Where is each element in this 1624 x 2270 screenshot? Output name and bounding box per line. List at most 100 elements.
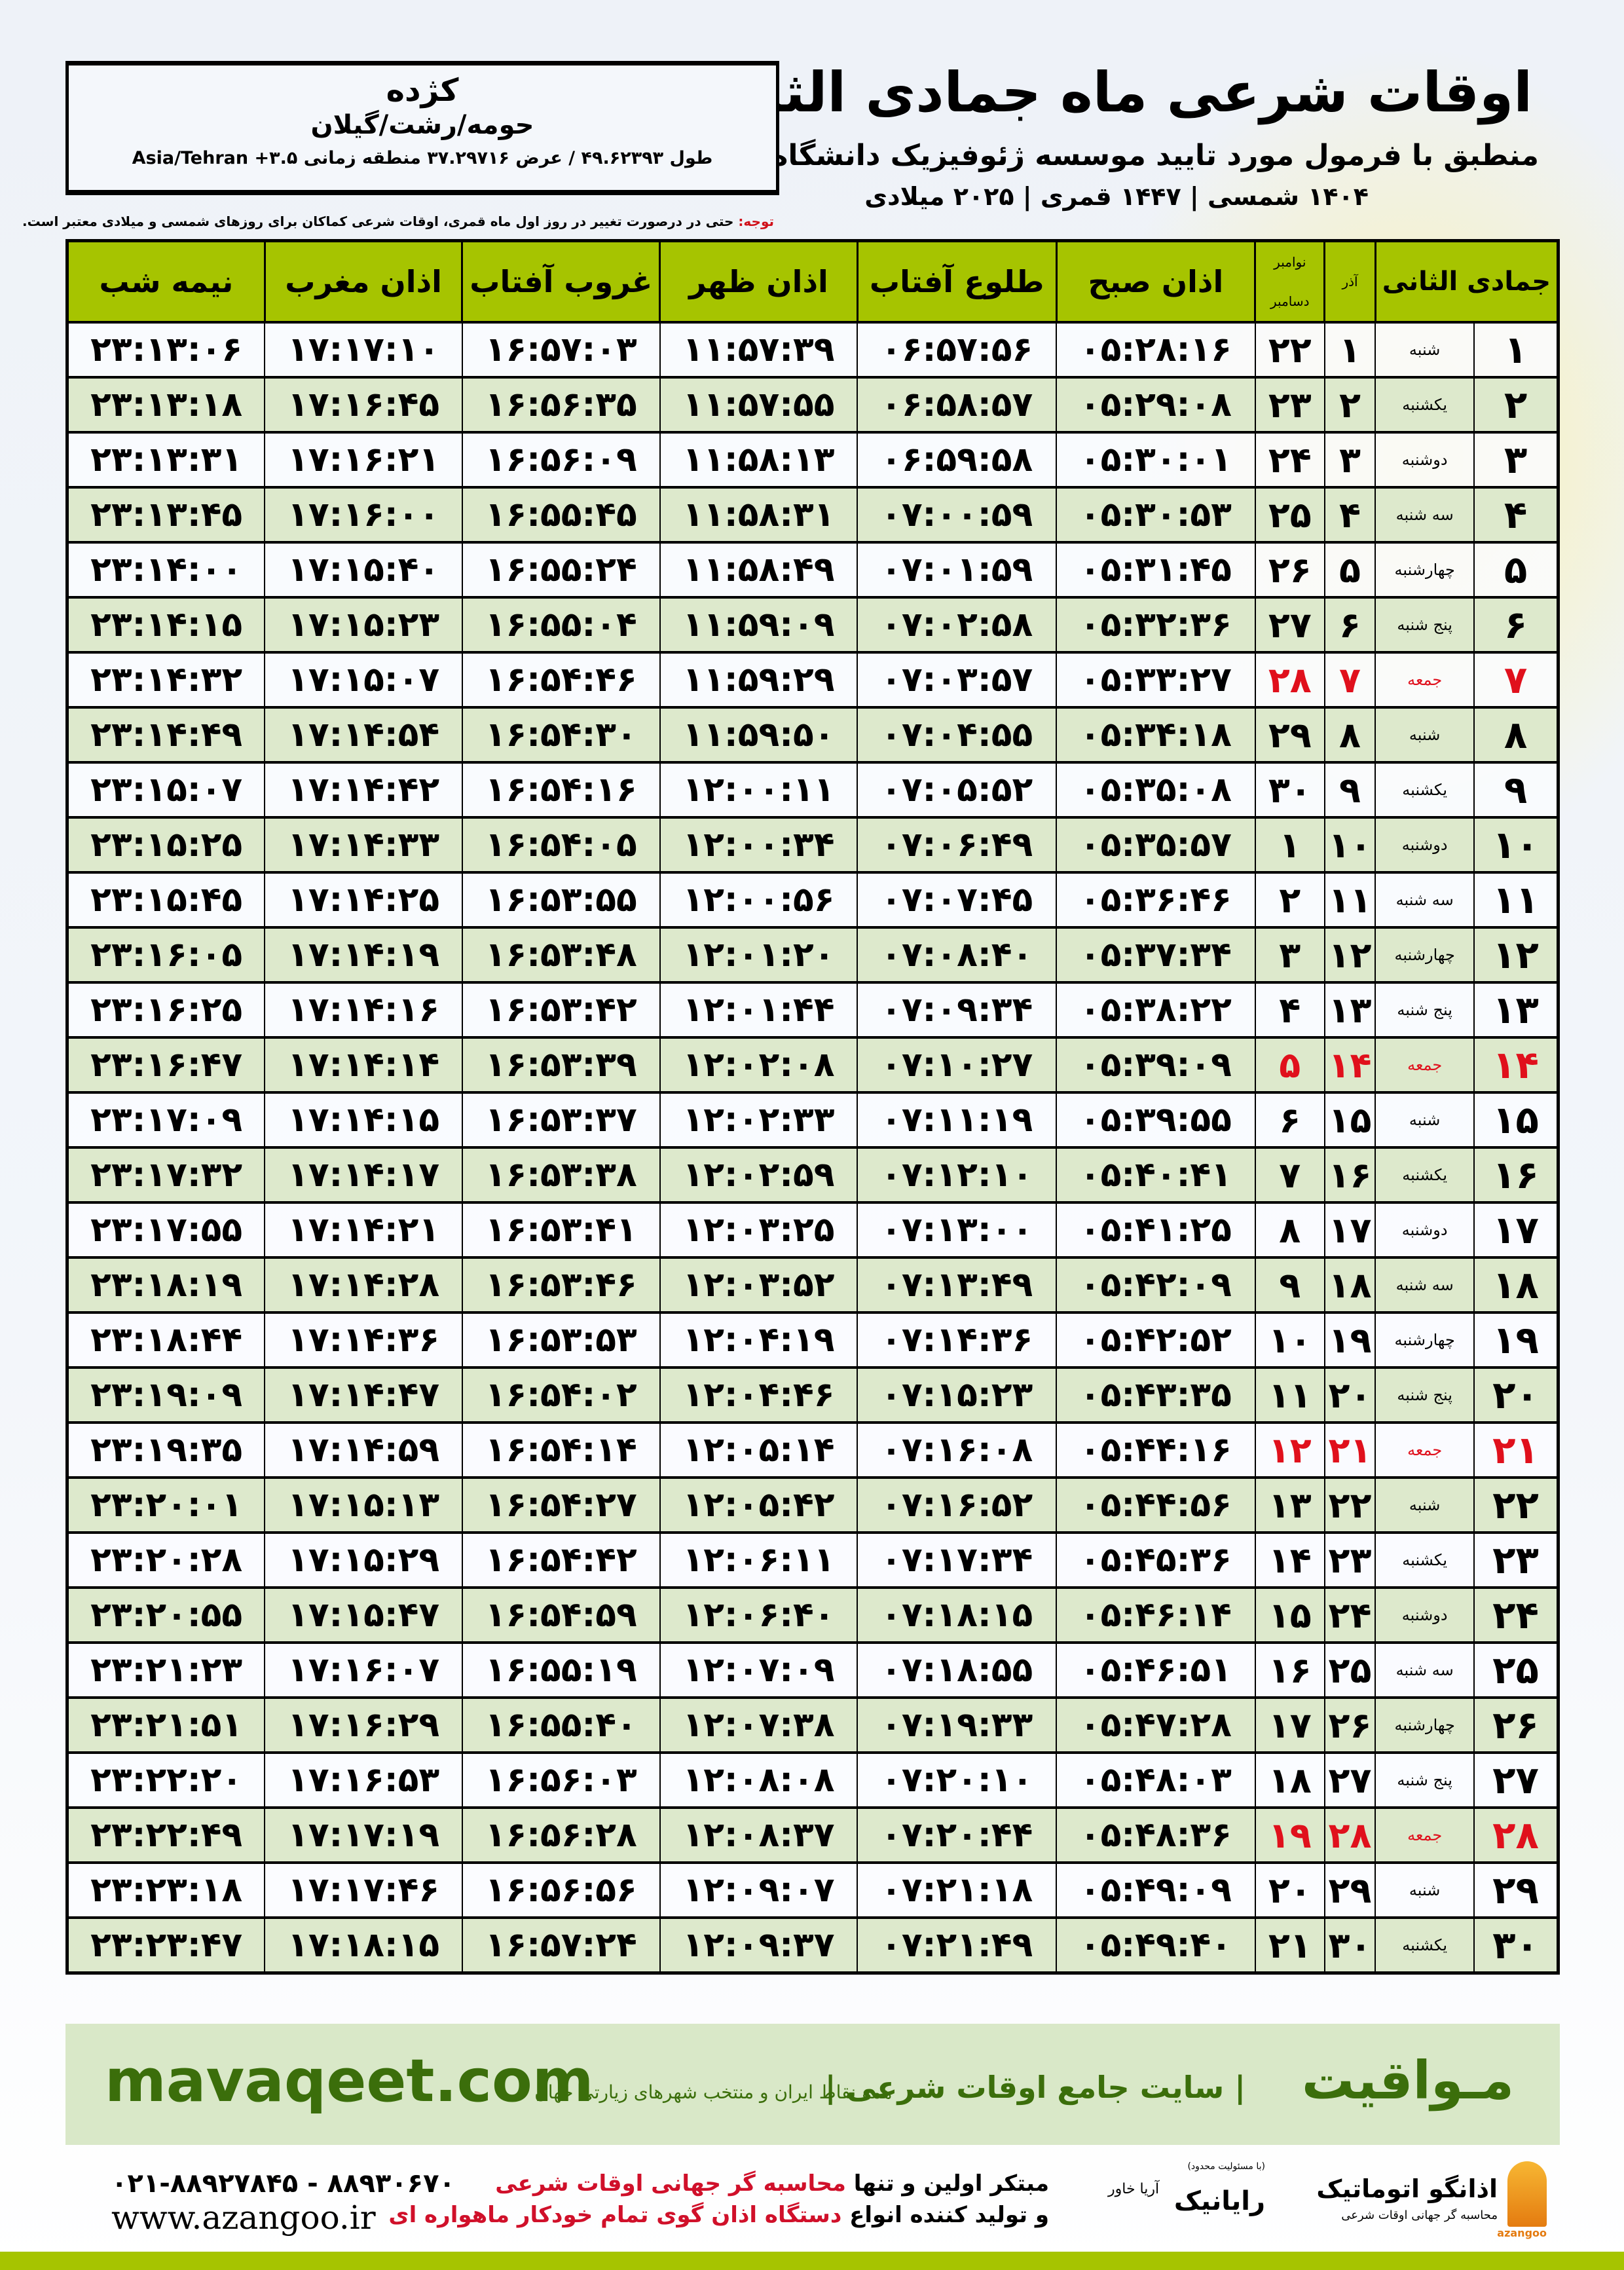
cell-sunrise: ۰۷:۰۲:۵۸ [857, 596, 1058, 653]
table-row: ۱۶ یکشنبه ۱۶ ۷ ۰۵:۴۰:۴۱ ۰۷:۱۲:۱۰ ۱۲:۰۲:۵۹ ۱۶:۵۳… [66, 1146, 1559, 1203]
header-midnight: نیمه شب [66, 240, 265, 322]
cell-sunrise: ۰۷:۱۱:۱۹ [857, 1091, 1058, 1148]
cell-gregorian: ۱ [1254, 816, 1325, 873]
table-row: ۳ دوشنبه ۳ ۲۴ ۰۵:۳۰:۰۱ ۰۶:۵۹:۵۸ ۱۱:۵۸:۱۳ ۱۶:۵۶:… [66, 431, 1559, 488]
cell-sunset: ۱۶:۵۶:۵۶ [461, 1861, 661, 1918]
cell-azar: ۴ [1323, 486, 1376, 543]
cell-fajr: ۰۵:۳۲:۳۶ [1056, 596, 1256, 653]
cell-fajr: ۰۵:۴۴:۱۶ [1056, 1421, 1256, 1478]
cell-midnight: ۲۳:۱۴:۴۹ [66, 706, 266, 763]
cell-maghrib: ۱۷:۱۶:۲۱ [264, 431, 463, 488]
cell-weekday: پنج شنبه [1375, 1751, 1475, 1808]
cell-gregorian: ۲۴ [1254, 431, 1325, 488]
cell-maghrib: ۱۷:۱۶:۰۰ [264, 486, 463, 543]
notice-text: حتی در درصورت تغییر در روز اول ماه قمری،… [22, 214, 739, 229]
banner-tagline: | سایت جامع اوقات شرعی | [824, 2070, 1246, 2105]
cell-maghrib: ۱۷:۱۶:۰۷ [264, 1641, 463, 1698]
cell-midnight: ۲۳:۲۰:۲۸ [66, 1531, 266, 1588]
cell-weekday: چهارشنبه [1375, 541, 1475, 598]
cell-midnight: ۲۳:۱۹:۳۵ [66, 1421, 266, 1478]
cell-gregorian: ۲۳ [1254, 376, 1325, 433]
cell-fajr: ۰۵:۴۹:۰۹ [1056, 1861, 1256, 1918]
cell-azar: ۲۹ [1323, 1861, 1376, 1918]
cell-gregorian: ۱۹ [1254, 1806, 1325, 1863]
cell-azar: ۳۰ [1323, 1916, 1376, 1974]
cell-weekday: دوشنبه [1375, 431, 1475, 488]
cell-weekday: دوشنبه [1375, 816, 1475, 873]
table-row: ۱۲ چهارشنبه ۱۲ ۳ ۰۵:۳۷:۳۴ ۰۷:۰۸:۴۰ ۱۲:۰۱:۲۰ ۱۶:… [66, 926, 1559, 983]
table-row: ۱۸ سه شنبه ۱۸ ۹ ۰۵:۴۲:۰۹ ۰۷:۱۳:۴۹ ۱۲:۰۳:۵۲ ۱۶:۵… [66, 1256, 1559, 1313]
cell-weekday: شنبه [1375, 1861, 1475, 1918]
cell-azar: ۳ [1323, 431, 1376, 488]
cell-dhuhr: ۱۲:۰۴:۱۹ [659, 1311, 858, 1368]
cell-sunset: ۱۶:۵۳:۵۵ [461, 871, 661, 928]
cell-sunrise: ۰۷:۰۹:۳۴ [857, 981, 1058, 1038]
mavaqeet-banner: مـواقیت | سایت جامع اوقات شرعی | همه نقا… [65, 2024, 1560, 2145]
cell-maghrib: ۱۷:۱۵:۴۷ [264, 1586, 463, 1643]
cell-dhuhr: ۱۲:۰۸:۳۷ [659, 1806, 858, 1863]
cell-midnight: ۲۳:۱۹:۰۹ [66, 1366, 266, 1423]
cell-azar: ۶ [1323, 596, 1376, 653]
cell-azar: ۲۷ [1323, 1751, 1376, 1808]
cell-sunset: ۱۶:۵۷:۰۳ [461, 321, 661, 378]
website-link[interactable]: www.azangoo.ir [111, 2199, 376, 2237]
header-dec: دسامبر [1270, 293, 1310, 309]
cell-weekday: چهارشنبه [1375, 926, 1475, 983]
cell-maghrib: ۱۷:۱۴:۲۱ [264, 1201, 463, 1258]
cell-sunrise: ۰۷:۲۰:۱۰ [857, 1751, 1058, 1808]
cell-weekday: شنبه [1375, 1091, 1475, 1148]
banner-site-link[interactable]: mavaqeet.com [105, 2047, 594, 2115]
table-row: ۴ سه شنبه ۴ ۲۵ ۰۵:۳۰:۵۳ ۰۷:۰۰:۵۹ ۱۱:۵۸:۳۱ ۱۶:۵۵… [66, 486, 1559, 543]
cell-fajr: ۰۵:۴۷:۲۸ [1056, 1696, 1256, 1753]
cell-day: ۸ [1473, 706, 1559, 763]
table-row: ۹ یکشنبه ۹ ۳۰ ۰۵:۳۵:۰۸ ۰۷:۰۵:۵۲ ۱۲:۰۰:۱۱ ۱۶:۵۴:… [66, 761, 1559, 818]
cell-sunrise: ۰۷:۱۸:۵۵ [857, 1641, 1058, 1698]
cell-weekday: جمعه [1375, 1806, 1475, 1863]
cell-gregorian: ۱۵ [1254, 1586, 1325, 1643]
table-row: ۲۴ دوشنبه ۲۴ ۱۵ ۰۵:۴۶:۱۴ ۰۷:۱۸:۱۵ ۱۲:۰۶:۴۰ ۱۶:۵… [66, 1586, 1559, 1643]
cell-weekday: شنبه [1375, 321, 1475, 378]
cell-sunrise: ۰۷:۱۹:۳۳ [857, 1696, 1058, 1753]
table-row: ۲۷ پنج شنبه ۲۷ ۱۸ ۰۵:۴۸:۰۳ ۰۷:۲۰:۱۰ ۱۲:۰۸:۰۸ ۱۶… [66, 1751, 1559, 1808]
cell-sunset: ۱۶:۵۴:۰۲ [461, 1366, 661, 1423]
cell-dhuhr: ۱۲:۰۰:۱۱ [659, 761, 858, 818]
cell-weekday: یکشنبه [1375, 376, 1475, 433]
cell-gregorian: ۲۶ [1254, 541, 1325, 598]
cell-midnight: ۲۳:۲۲:۲۰ [66, 1751, 266, 1808]
header-fajr: اذان صبح [1055, 240, 1255, 322]
cell-sunrise: ۰۷:۱۶:۵۲ [857, 1476, 1058, 1533]
cell-gregorian: ۲۵ [1254, 486, 1325, 543]
cell-weekday: چهارشنبه [1375, 1311, 1475, 1368]
cell-sunrise: ۰۷:۱۸:۱۵ [857, 1586, 1058, 1643]
cell-sunset: ۱۶:۵۵:۱۹ [461, 1641, 661, 1698]
cell-midnight: ۲۳:۱۴:۰۰ [66, 541, 266, 598]
banner-brand: مـواقیت [1301, 2050, 1514, 2111]
cell-maghrib: ۱۷:۱۵:۲۹ [264, 1531, 463, 1588]
cell-azar: ۱۴ [1323, 1036, 1376, 1093]
header-maghrib: اذان مغرب [263, 240, 462, 322]
cell-sunrise: ۰۷:۰۳:۵۷ [857, 651, 1058, 708]
cell-gregorian: ۲۲ [1254, 321, 1325, 378]
cell-midnight: ۲۳:۱۳:۴۵ [66, 486, 266, 543]
cell-dhuhr: ۱۱:۵۹:۲۹ [659, 651, 858, 708]
header-sunrise: طلوع آفتاب [856, 240, 1057, 322]
cell-day: ۲ [1473, 376, 1559, 433]
cell-day: ۱۱ [1473, 871, 1559, 928]
cell-day: ۱۷ [1473, 1201, 1559, 1258]
logo1-latin: azangoo [1497, 2227, 1547, 2239]
cell-fajr: ۰۵:۳۶:۴۶ [1056, 871, 1256, 928]
cell-gregorian: ۳۰ [1254, 761, 1325, 818]
cell-sunset: ۱۶:۵۳:۴۸ [461, 926, 661, 983]
cell-dhuhr: ۱۲:۰۴:۴۶ [659, 1366, 858, 1423]
cell-sunrise: ۰۷:۰۴:۵۵ [857, 706, 1058, 763]
cell-azar: ۱۵ [1323, 1091, 1376, 1148]
table-row: ۱ شنبه ۱ ۲۲ ۰۵:۲۸:۱۶ ۰۶:۵۷:۵۶ ۱۱:۵۷:۳۹ ۱۶:۵۷:۰۳… [66, 321, 1559, 378]
cell-gregorian: ۵ [1254, 1036, 1325, 1093]
cell-sunrise: ۰۷:۰۱:۵۹ [857, 541, 1058, 598]
cell-maghrib: ۱۷:۱۶:۴۵ [264, 376, 463, 433]
cell-dhuhr: ۱۲:۰۲:۰۸ [659, 1036, 858, 1093]
minaret-icon [1507, 2161, 1547, 2227]
cell-sunrise: ۰۷:۱۲:۱۰ [857, 1146, 1058, 1203]
cell-azar: ۱۱ [1323, 871, 1376, 928]
cell-azar: ۲۲ [1323, 1476, 1376, 1533]
